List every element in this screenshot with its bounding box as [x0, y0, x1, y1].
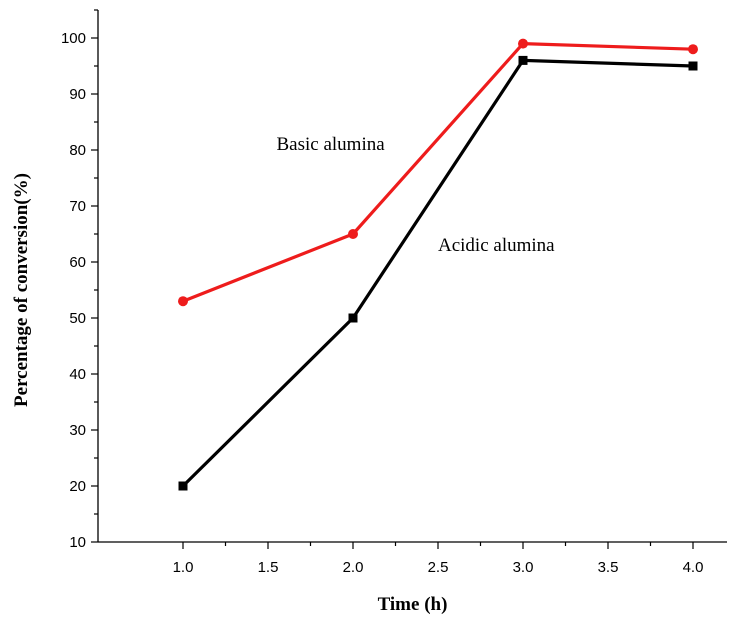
- y-tick-label: 80: [69, 142, 86, 159]
- y-tick-label: 70: [69, 198, 86, 215]
- series-line: [181, 58, 694, 488]
- data-point: [688, 61, 698, 71]
- data-point: [518, 38, 528, 49]
- series-acidic-alumina: [178, 55, 698, 491]
- series-basic-alumina: [178, 38, 698, 307]
- data-point: [178, 481, 188, 491]
- y-tick-label: 10: [69, 534, 86, 551]
- annotations: Basic alumina Acidic alumina: [277, 134, 556, 256]
- x-axis-title: Time (h): [378, 594, 448, 615]
- series-line: [182, 41, 694, 303]
- x-tick-label: 3.0: [513, 559, 534, 576]
- series-annotation: Basic alumina: [277, 134, 386, 155]
- y-tick-label: 50: [69, 310, 86, 327]
- series-annotation: Acidic alumina: [438, 235, 555, 256]
- x-tick-label: 2.5: [428, 559, 449, 576]
- y-tick-label: 60: [69, 254, 86, 271]
- x-tick-label: 1.5: [258, 559, 279, 576]
- x-tick-label: 4.0: [683, 559, 704, 576]
- ticks: 1.0 1.5 2.0 2.5 3.0 3.5 4.0 10 20 30 40 50 60 70 80 90 1…: [61, 9, 704, 576]
- data-point: [348, 313, 358, 323]
- data-point: [178, 296, 188, 307]
- y-tick-label: 100: [61, 30, 86, 47]
- series-layer: [178, 38, 698, 491]
- y-tick-label: 20: [69, 478, 86, 495]
- data-point: [688, 44, 698, 55]
- x-tick-label: 3.5: [598, 559, 619, 576]
- y-tick-label: 40: [69, 366, 86, 383]
- data-point: [348, 229, 358, 239]
- axes: [97, 10, 727, 543]
- y-tick-label: 30: [69, 422, 86, 439]
- x-tick-label: 1.0: [173, 559, 194, 576]
- x-tick-label: 2.0: [343, 559, 364, 576]
- y-axis-title: Percentage of conversion(%): [11, 173, 32, 407]
- y-tick-label: 90: [69, 86, 86, 103]
- data-point: [518, 55, 528, 65]
